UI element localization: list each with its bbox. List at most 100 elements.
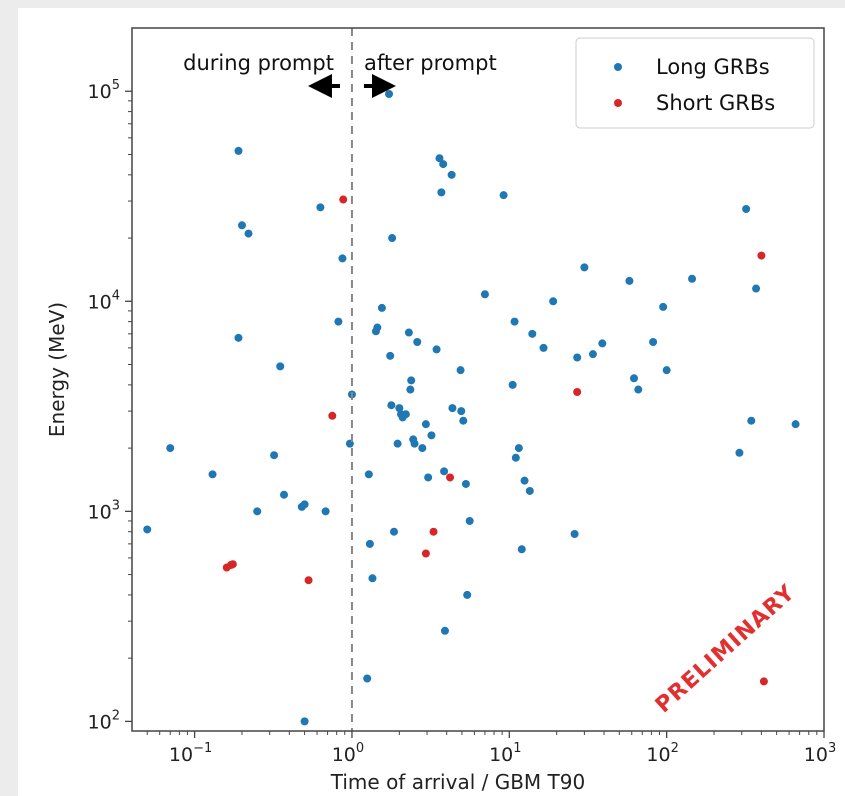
point-long-grbs-12 — [300, 500, 309, 509]
point-short-grbs-8 — [446, 473, 455, 482]
point-long-grbs-72 — [549, 297, 558, 306]
point-long-grbs-17 — [338, 254, 347, 263]
point-long-grbs-36 — [401, 410, 410, 419]
point-long-grbs-69 — [525, 486, 534, 495]
point-long-grbs-77 — [598, 339, 607, 348]
point-long-grbs-50 — [439, 160, 448, 169]
annotation-during-prompt: during prompt — [183, 51, 334, 75]
x-tick-label-3: 102 — [646, 741, 678, 766]
point-long-grbs-89 — [791, 420, 800, 429]
point-long-grbs-46 — [427, 431, 436, 440]
point-long-grbs-39 — [407, 376, 416, 385]
point-long-grbs-27 — [385, 90, 394, 99]
point-long-grbs-33 — [395, 404, 404, 413]
point-long-grbs-65 — [511, 453, 520, 462]
point-short-grbs-7 — [429, 527, 438, 536]
point-long-grbs-6 — [244, 229, 253, 238]
point-long-grbs-73 — [570, 530, 579, 539]
point-short-grbs-3 — [304, 576, 313, 585]
point-long-grbs-21 — [364, 470, 373, 479]
plot-border — [131, 27, 825, 732]
point-long-grbs-44 — [421, 420, 430, 429]
point-long-grbs-68 — [520, 476, 529, 485]
point-long-grbs-37 — [404, 328, 413, 337]
point-long-grbs-66 — [514, 444, 523, 453]
point-long-grbs-87 — [747, 416, 756, 425]
point-long-grbs-16 — [334, 317, 343, 326]
point-long-grbs-55 — [456, 366, 465, 375]
point-short-grbs-9 — [573, 387, 582, 396]
point-long-grbs-1 — [166, 444, 175, 453]
point-long-grbs-85 — [735, 448, 744, 457]
point-long-grbs-88 — [752, 284, 761, 293]
y-tick-label-2: 104 — [88, 288, 120, 313]
point-long-grbs-64 — [510, 317, 519, 326]
y-tick-label-3: 105 — [88, 78, 120, 103]
point-long-grbs-83 — [662, 366, 671, 375]
point-long-grbs-23 — [368, 574, 377, 583]
point-long-grbs-22 — [365, 539, 374, 548]
point-long-grbs-5 — [237, 221, 246, 230]
annotation-after-prompt: after prompt — [364, 51, 497, 75]
point-long-grbs-30 — [388, 234, 397, 243]
point-short-grbs-6 — [421, 549, 430, 558]
point-long-grbs-20 — [363, 674, 372, 683]
y-tick-label-1: 103 — [88, 498, 120, 523]
point-long-grbs-57 — [459, 416, 468, 425]
point-long-grbs-8 — [270, 451, 279, 460]
point-long-grbs-86 — [742, 205, 751, 214]
point-long-grbs-56 — [457, 407, 466, 416]
point-long-grbs-0 — [143, 525, 152, 534]
x-axis-label: Time of arrival / GBM T90 — [330, 770, 585, 794]
point-long-grbs-76 — [588, 350, 597, 359]
chart-frame: during prompt after prompt 10−1 100 101 102… — [18, 8, 845, 796]
legend-entry-short-grbs: Short GRBs — [656, 91, 775, 115]
point-long-grbs-75 — [580, 263, 589, 272]
point-long-grbs-47 — [432, 345, 441, 354]
points-layer — [143, 90, 800, 726]
point-long-grbs-2 — [208, 470, 217, 479]
x-axis: 10−1 100 101 102 103 — [146, 731, 836, 766]
point-long-grbs-10 — [280, 490, 289, 499]
point-short-grbs-4 — [328, 411, 337, 420]
point-long-grbs-25 — [373, 323, 382, 332]
point-long-grbs-48 — [435, 154, 444, 163]
point-long-grbs-42 — [413, 337, 422, 346]
point-short-grbs-11 — [759, 677, 768, 686]
legend-entry-long-grbs: Long GRBs — [656, 55, 770, 79]
x-tick-label-0: 10−1 — [169, 741, 212, 766]
point-long-grbs-52 — [440, 626, 449, 635]
point-long-grbs-15 — [321, 507, 330, 516]
point-long-grbs-67 — [517, 545, 526, 554]
point-long-grbs-38 — [406, 385, 415, 394]
point-long-grbs-63 — [508, 380, 517, 389]
x-tick-label-1: 100 — [332, 741, 364, 766]
point-long-grbs-9 — [276, 362, 285, 371]
y-axis: 102 103 104 105 — [88, 78, 132, 733]
x-tick-label-2: 101 — [489, 741, 521, 766]
point-long-grbs-58 — [461, 479, 470, 488]
point-long-grbs-81 — [649, 337, 658, 346]
legend-marker-short-grbs — [614, 99, 622, 107]
point-long-grbs-79 — [629, 374, 638, 383]
preliminary-stamp: PRELIMINARY — [651, 580, 800, 718]
point-long-grbs-61 — [480, 290, 489, 299]
point-long-grbs-80 — [634, 385, 643, 394]
point-long-grbs-84 — [688, 274, 697, 283]
point-long-grbs-41 — [410, 439, 419, 448]
point-short-grbs-5 — [339, 195, 348, 204]
point-long-grbs-43 — [418, 444, 427, 453]
point-long-grbs-31 — [389, 527, 398, 536]
point-long-grbs-78 — [625, 276, 634, 285]
point-long-grbs-45 — [424, 473, 433, 482]
scatter-chart: during prompt after prompt 10−1 100 101 102… — [45, 27, 836, 794]
point-long-grbs-13 — [300, 717, 309, 726]
point-long-grbs-49 — [437, 188, 446, 197]
point-short-grbs-2 — [228, 560, 237, 569]
point-short-grbs-10 — [757, 251, 766, 260]
point-long-grbs-53 — [447, 170, 456, 179]
point-long-grbs-70 — [528, 329, 537, 338]
point-long-grbs-71 — [539, 343, 548, 352]
point-long-grbs-29 — [387, 401, 396, 410]
point-long-grbs-3 — [234, 146, 243, 155]
